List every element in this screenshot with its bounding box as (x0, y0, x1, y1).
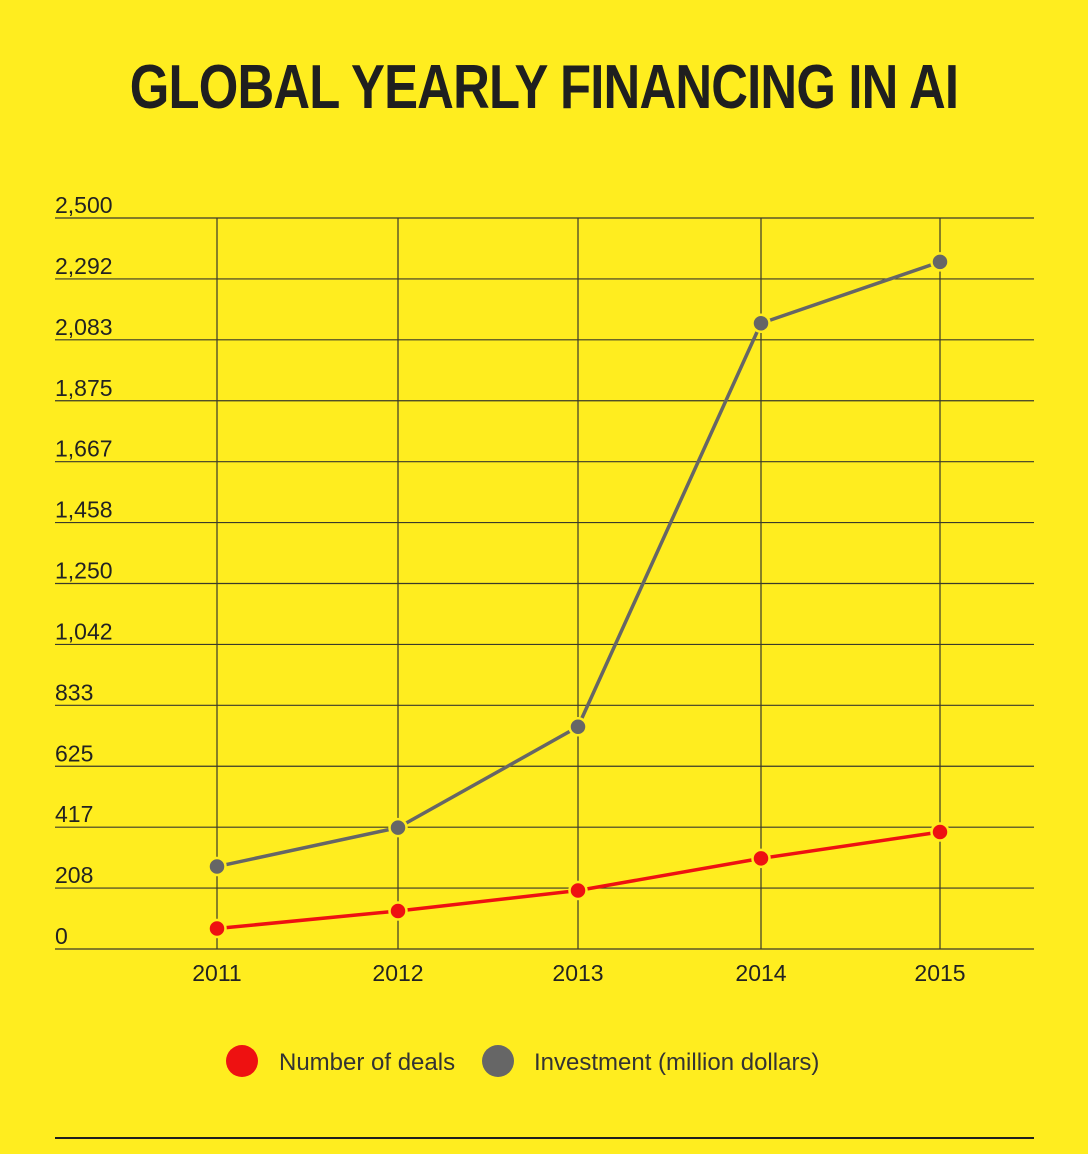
y-tick-label: 1,875 (55, 375, 113, 401)
legend-marker (482, 1045, 514, 1077)
y-tick-label: 1,042 (55, 618, 113, 644)
chart-title: GLOBAL YEARLY FINANCING IN AI (129, 53, 959, 122)
y-tick-label: 1,458 (55, 497, 113, 523)
data-point (568, 717, 588, 737)
y-axis: 0 208 417 625 833 1,042 1,250 1,458 1,667 1,875 2,… (55, 192, 113, 949)
x-tick-label: 2015 (914, 960, 965, 986)
legend-label: Investment (million dollars) (534, 1049, 819, 1076)
y-tick-label: 208 (55, 862, 93, 888)
data-point (207, 856, 227, 877)
data-point (388, 901, 408, 921)
data-point (930, 252, 950, 272)
data-point (207, 918, 227, 939)
x-tick-label: 2014 (735, 960, 786, 986)
y-tick-label: 417 (55, 801, 93, 827)
y-tick-label: 1,250 (55, 558, 113, 584)
grid (55, 217, 1034, 950)
y-tick-label: 1,667 (55, 436, 113, 462)
y-tick-label: 2,292 (55, 253, 113, 279)
data-point (930, 822, 950, 842)
y-tick-label: 2,083 (55, 314, 113, 340)
data-point (751, 313, 771, 334)
y-tick-label: 0 (55, 923, 68, 949)
legend: Number of deals Investment (million dolla… (226, 1045, 819, 1077)
x-tick-label: 2011 (192, 960, 241, 986)
y-tick-label: 833 (55, 679, 93, 705)
y-tick-label: 2,500 (55, 192, 113, 218)
data-point (751, 848, 771, 869)
bottom-divider (55, 1137, 1034, 1139)
data-point (388, 817, 408, 838)
data-point (568, 880, 588, 901)
legend-label: Number of deals (279, 1049, 455, 1076)
y-tick-label: 625 (55, 740, 93, 766)
series-layer (207, 252, 950, 939)
x-tick-label: 2013 (552, 960, 603, 986)
x-tick-label: 2012 (372, 960, 423, 986)
x-axis: 2011 2012 2013 2014 2015 (192, 960, 965, 986)
legend-marker (226, 1045, 258, 1077)
